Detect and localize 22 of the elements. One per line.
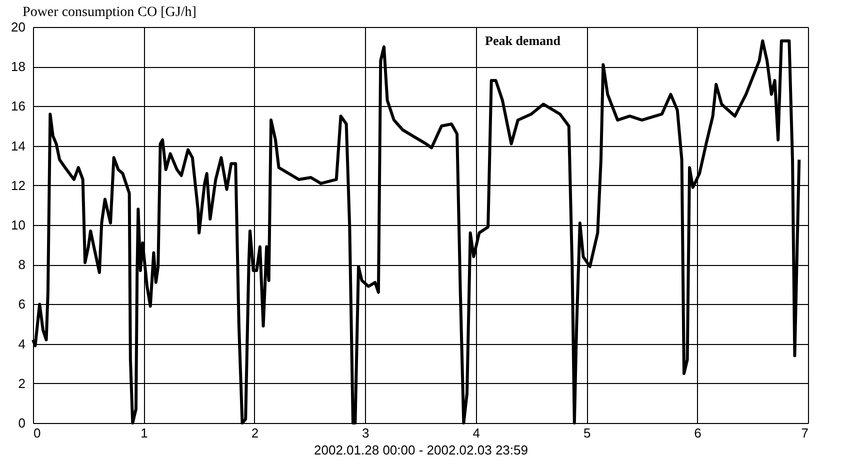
y-tick-label: 14 bbox=[11, 138, 26, 154]
y-tick-label: 2 bbox=[18, 376, 26, 391]
y-tick-label: 0 bbox=[18, 416, 26, 430]
y-tick-label: 18 bbox=[11, 59, 26, 74]
y-tick-label: 10 bbox=[11, 218, 26, 232]
chart-title: Power consumption CO [GJ/h] bbox=[22, 5, 196, 20]
y-tick-label: 4 bbox=[18, 336, 26, 352]
x-tick-label: 7 bbox=[801, 426, 808, 440]
x-tick-label: 0 bbox=[34, 426, 41, 440]
x-tick-label: 5 bbox=[583, 426, 591, 440]
y-tick-label: 16 bbox=[11, 98, 26, 114]
y-tick-label: 20 bbox=[11, 20, 26, 34]
x-tick-label: 2 bbox=[251, 426, 259, 440]
x-axis-title: 2002.01.28 00:00 - 2002.02.03 23:59 bbox=[314, 442, 528, 458]
y-tick-label: 8 bbox=[18, 257, 26, 272]
x-tick-label: 1 bbox=[140, 426, 148, 440]
x-tick-label: 4 bbox=[472, 426, 480, 440]
y-tick-label: 6 bbox=[18, 296, 26, 312]
x-tick-label: 3 bbox=[362, 426, 370, 440]
annotation: Peak demand bbox=[485, 33, 562, 48]
y-tick-label: 12 bbox=[11, 178, 26, 193]
x-tick-label: 6 bbox=[694, 426, 702, 440]
